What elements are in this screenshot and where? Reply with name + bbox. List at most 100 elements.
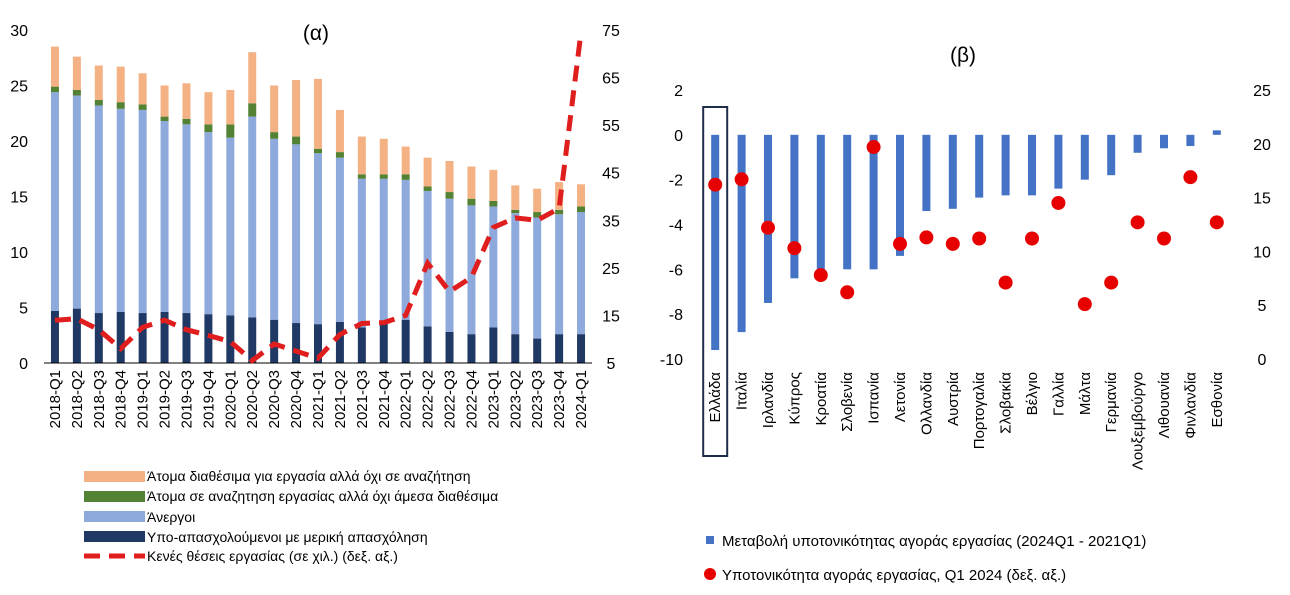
x-tick-label: 2022-Q4 bbox=[463, 370, 480, 428]
bar-searching-not-available bbox=[335, 152, 344, 158]
x-tick-label: 2020-Q3 bbox=[266, 370, 283, 428]
bar-available-not-searching bbox=[50, 46, 59, 87]
bar-slack-change-ολλανδία bbox=[922, 134, 931, 212]
bar-underemployed bbox=[116, 311, 125, 363]
bar-unemployed bbox=[270, 138, 279, 320]
bar-unemployed bbox=[248, 116, 257, 318]
x-tick-label: Σλοβακία bbox=[998, 372, 1015, 434]
bar-slack-change-γαλλία bbox=[1054, 134, 1063, 189]
y2-tick-label: 75 bbox=[602, 23, 620, 40]
x-tick-label: 2022-Q3 bbox=[442, 370, 459, 428]
bar-underemployed bbox=[401, 319, 410, 363]
bar-available-not-searching bbox=[72, 56, 81, 90]
bar-available-not-searching bbox=[94, 65, 103, 100]
dot-slack-level-λουξεμβούργο bbox=[1130, 215, 1145, 230]
x-tick-label: 2024-Q1 bbox=[573, 370, 590, 428]
bar-underemployed bbox=[94, 313, 103, 363]
dot-slack-level-εσθονία bbox=[1209, 215, 1224, 230]
x-tick-label: 2019-Q2 bbox=[157, 370, 174, 428]
legend-label-slack-change: Μεταβολή υποτονικότητας αγοράς εργασίας … bbox=[722, 533, 1146, 550]
bar-underemployed bbox=[379, 320, 388, 363]
dot-slack-level-σλοβενία bbox=[840, 285, 855, 300]
bar-searching-not-available bbox=[182, 118, 191, 125]
bar-unemployed bbox=[467, 205, 476, 335]
bar-unemployed bbox=[138, 109, 147, 314]
bar-slack-change-εσθονία bbox=[1212, 130, 1221, 135]
x-tick-label: 2018-Q3 bbox=[91, 370, 108, 428]
bar-searching-not-available bbox=[160, 116, 169, 122]
y-tick-label: 0 bbox=[19, 356, 28, 373]
y-tick-label: 10 bbox=[10, 245, 28, 262]
y2-tick-label: 0 bbox=[1258, 352, 1267, 369]
bar-slack-change-ιταλία bbox=[737, 134, 746, 333]
bar-underemployed bbox=[335, 321, 344, 363]
bar-unemployed bbox=[489, 206, 498, 328]
bar-available-not-searching bbox=[467, 166, 476, 199]
bar-unemployed bbox=[116, 108, 125, 312]
bar-available-not-searching bbox=[379, 138, 388, 175]
bar-underemployed bbox=[314, 324, 322, 363]
bar-slack-change-σλοβενία bbox=[843, 134, 852, 270]
x-tick-label: Λετονία bbox=[892, 372, 909, 423]
x-tick-label: 2021-Q4 bbox=[376, 370, 393, 428]
bar-available-not-searching bbox=[445, 160, 454, 193]
legend-swatch-slack-level bbox=[704, 568, 716, 580]
legend-label-searching-not-available: Άτομα σε αναζητηση εργασίας αλλά όχι άμε… bbox=[147, 488, 498, 504]
dot-slack-level-ιρλανδία bbox=[761, 220, 775, 235]
bar-searching-not-available bbox=[248, 103, 257, 117]
bar-unemployed bbox=[72, 95, 81, 309]
legend-item-available-not-searching: Άτομα διαθέσιμα για εργασία αλλά όχι σε … bbox=[84, 468, 471, 484]
y2-tick-label: 15 bbox=[1253, 191, 1271, 208]
bar-underemployed bbox=[270, 319, 279, 363]
x-tick-label: 2020-Q1 bbox=[222, 370, 239, 428]
bar-underemployed bbox=[50, 310, 59, 363]
bar-searching-not-available bbox=[467, 198, 476, 206]
panel-beta-left-ticks: -10 -8 -6 -4 -2 0 2 bbox=[660, 83, 683, 369]
bar-searching-not-available bbox=[379, 174, 388, 179]
bar-slack-change-ισπανία bbox=[869, 134, 878, 270]
bar-slack-change-μάλτα bbox=[1080, 134, 1089, 180]
vacancies-line bbox=[54, 32, 584, 364]
bar-unemployed bbox=[335, 157, 344, 322]
legend-swatch-slack-change bbox=[706, 536, 714, 544]
bar-available-not-searching bbox=[335, 109, 344, 153]
y-tick-label: 5 bbox=[19, 301, 28, 318]
legend-label-unemployed: Άνεργοι bbox=[147, 509, 195, 525]
bar-slack-change-αυστρία bbox=[948, 134, 957, 209]
bar-available-not-searching bbox=[489, 169, 498, 201]
bar-searching-not-available bbox=[314, 148, 322, 154]
x-tick-label: 2019-Q4 bbox=[200, 370, 217, 428]
bar-underemployed bbox=[577, 334, 586, 363]
dot-slack-level-ισπανία bbox=[866, 140, 881, 155]
y2-tick-label: 10 bbox=[1253, 244, 1271, 261]
bar-searching-not-available bbox=[423, 186, 432, 191]
bar-underemployed bbox=[423, 326, 432, 363]
y-tick-label: 15 bbox=[10, 190, 28, 207]
y2-tick-label: 55 bbox=[602, 118, 620, 135]
panel-beta-dots bbox=[708, 140, 1224, 312]
bar-underemployed bbox=[467, 334, 476, 363]
bar-slack-change-λετονία bbox=[896, 134, 904, 256]
bar-slack-change-λουξεμβούργο bbox=[1133, 134, 1142, 153]
x-tick-label: Λουξεμβούργο bbox=[1130, 372, 1147, 470]
bar-searching-not-available bbox=[511, 209, 520, 214]
bar-available-not-searching bbox=[116, 66, 125, 103]
dot-slack-level-κύπρος bbox=[787, 241, 802, 256]
x-tick-label: 2021-Q2 bbox=[332, 370, 349, 428]
x-tick-label: Ιρλανδία bbox=[760, 372, 777, 429]
bar-underemployed bbox=[160, 311, 169, 363]
dot-slack-level-γαλλία bbox=[1051, 195, 1066, 210]
bar-slack-change-σλοβακία bbox=[1001, 134, 1010, 196]
x-tick-label: Εσθονία bbox=[1209, 372, 1226, 428]
panel-beta-title: (β) bbox=[950, 44, 976, 67]
bar-searching-not-available bbox=[445, 192, 454, 199]
x-tick-label: 2023-Q3 bbox=[529, 370, 546, 428]
legend-item-unemployed: Άνεργοι bbox=[84, 509, 195, 525]
dot-slack-level-γερμανία bbox=[1104, 275, 1119, 290]
bar-unemployed bbox=[555, 214, 564, 335]
bar-available-not-searching bbox=[314, 78, 322, 149]
y2-tick-label: 5 bbox=[1258, 298, 1267, 315]
dot-slack-level-λετονία bbox=[893, 236, 907, 251]
legend-swatch-underemployed bbox=[84, 531, 145, 542]
